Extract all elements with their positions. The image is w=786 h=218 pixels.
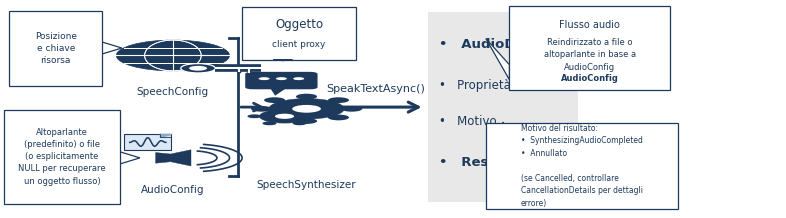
Text: client proxy: client proxy <box>273 39 325 49</box>
Text: AudioConfig: AudioConfig <box>561 74 619 83</box>
Circle shape <box>276 77 287 80</box>
Circle shape <box>116 40 230 71</box>
Text: •   Proprietà: • Proprietà <box>439 79 511 92</box>
Text: •   AudioData: • AudioData <box>439 38 540 51</box>
Text: •   ResultId: • ResultId <box>439 156 523 169</box>
Circle shape <box>251 106 272 112</box>
Polygon shape <box>120 152 140 164</box>
FancyBboxPatch shape <box>509 6 670 90</box>
FancyBboxPatch shape <box>9 11 102 86</box>
FancyBboxPatch shape <box>245 72 318 89</box>
Circle shape <box>296 94 317 99</box>
Text: Flusso audio: Flusso audio <box>560 20 620 30</box>
Text: Reindirizzato a file o
altoparlante in base a
AudioConfig: Reindirizzato a file o altoparlante in b… <box>544 38 636 72</box>
Circle shape <box>259 77 270 80</box>
Text: SpeakTextAsync(): SpeakTextAsync() <box>326 84 424 94</box>
Circle shape <box>341 106 362 112</box>
Circle shape <box>328 115 349 120</box>
Circle shape <box>307 114 321 118</box>
Text: AudioConfig: AudioConfig <box>141 185 204 194</box>
FancyBboxPatch shape <box>428 12 578 202</box>
Text: Motivo del risultato:
•  SynthesizingAudioCompleted
•  Annullato

(se Cancelled,: Motivo del risultato: • SynthesizingAudi… <box>521 124 643 208</box>
Circle shape <box>248 114 262 118</box>
FancyBboxPatch shape <box>124 135 171 150</box>
Circle shape <box>275 114 294 119</box>
Circle shape <box>264 115 285 120</box>
Text: •   Motivo: • Motivo <box>439 115 497 128</box>
Circle shape <box>292 107 307 111</box>
FancyBboxPatch shape <box>486 123 678 209</box>
Circle shape <box>292 105 321 113</box>
Circle shape <box>181 64 215 73</box>
FancyBboxPatch shape <box>4 110 120 204</box>
Text: Posizione
e chiave
risorsa: Posizione e chiave risorsa <box>35 32 77 65</box>
Circle shape <box>259 109 310 123</box>
Circle shape <box>296 118 317 124</box>
Text: SpeechSynthesizer: SpeechSynthesizer <box>257 180 356 190</box>
Circle shape <box>293 77 304 80</box>
Circle shape <box>328 97 349 103</box>
Polygon shape <box>270 87 288 96</box>
Circle shape <box>269 99 344 119</box>
Polygon shape <box>486 38 509 80</box>
Circle shape <box>263 107 277 111</box>
Circle shape <box>292 121 307 125</box>
Polygon shape <box>274 60 292 61</box>
FancyBboxPatch shape <box>242 7 356 60</box>
Polygon shape <box>102 42 122 54</box>
Text: SpeechConfig: SpeechConfig <box>137 87 209 97</box>
Circle shape <box>263 121 277 125</box>
Polygon shape <box>160 135 171 137</box>
Circle shape <box>189 66 207 71</box>
Polygon shape <box>156 150 191 166</box>
Text: Oggetto: Oggetto <box>275 18 323 31</box>
Circle shape <box>264 97 285 103</box>
Text: Altoparlante
(predefinito) o file
(o esplicitamente
NULL per recuperare
un ogget: Altoparlante (predefinito) o file (o esp… <box>18 128 106 186</box>
